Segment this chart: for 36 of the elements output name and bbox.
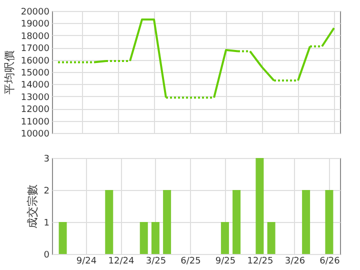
- x-tick-label: 9/24: [76, 256, 97, 266]
- bar: [256, 158, 264, 254]
- x-tick-label: 3/26: [284, 256, 306, 266]
- bar: [267, 222, 276, 254]
- y-tick-label: 1: [44, 218, 50, 228]
- bar: [220, 222, 229, 254]
- x-tick-label: 6/25: [180, 256, 201, 266]
- y-tick-label: 19000: [20, 20, 50, 30]
- y-axis-title: 平均呎價: [2, 50, 16, 94]
- y-tick-label: 20000: [20, 8, 50, 18]
- y-tick-label: 14000: [20, 80, 50, 91]
- x-tick-label: 12/24: [108, 256, 134, 266]
- y-tick-label: 17000: [20, 44, 50, 54]
- y-tick-label: 2: [44, 186, 50, 196]
- y-tick-label: 13000: [20, 92, 50, 103]
- bar: [163, 190, 172, 254]
- x-tick-label: 9/25: [215, 256, 236, 266]
- bar: [140, 222, 148, 254]
- y-tick-label: 18000: [20, 32, 50, 42]
- bar: [232, 190, 241, 254]
- bar: [302, 190, 310, 254]
- y-tick-label: 12000: [20, 105, 50, 116]
- y-tick-label: 11000: [20, 117, 50, 128]
- bar: [58, 222, 67, 254]
- bar: [325, 190, 334, 254]
- y-tick-label: 0: [44, 250, 50, 260]
- y-tick-label: 16000: [20, 56, 50, 66]
- bar: [105, 190, 114, 254]
- x-tick-label: 6/26: [320, 256, 340, 266]
- y-axis-title: 成交宗數: [26, 184, 39, 228]
- y-tick-label: 15000: [20, 68, 50, 78]
- x-tick-label: 12/25: [247, 256, 274, 266]
- y-tick-label: 3: [44, 154, 50, 164]
- bar: [151, 222, 160, 254]
- x-tick-label: 3/25: [146, 256, 166, 266]
- y-tick-label: 10000: [20, 130, 50, 140]
